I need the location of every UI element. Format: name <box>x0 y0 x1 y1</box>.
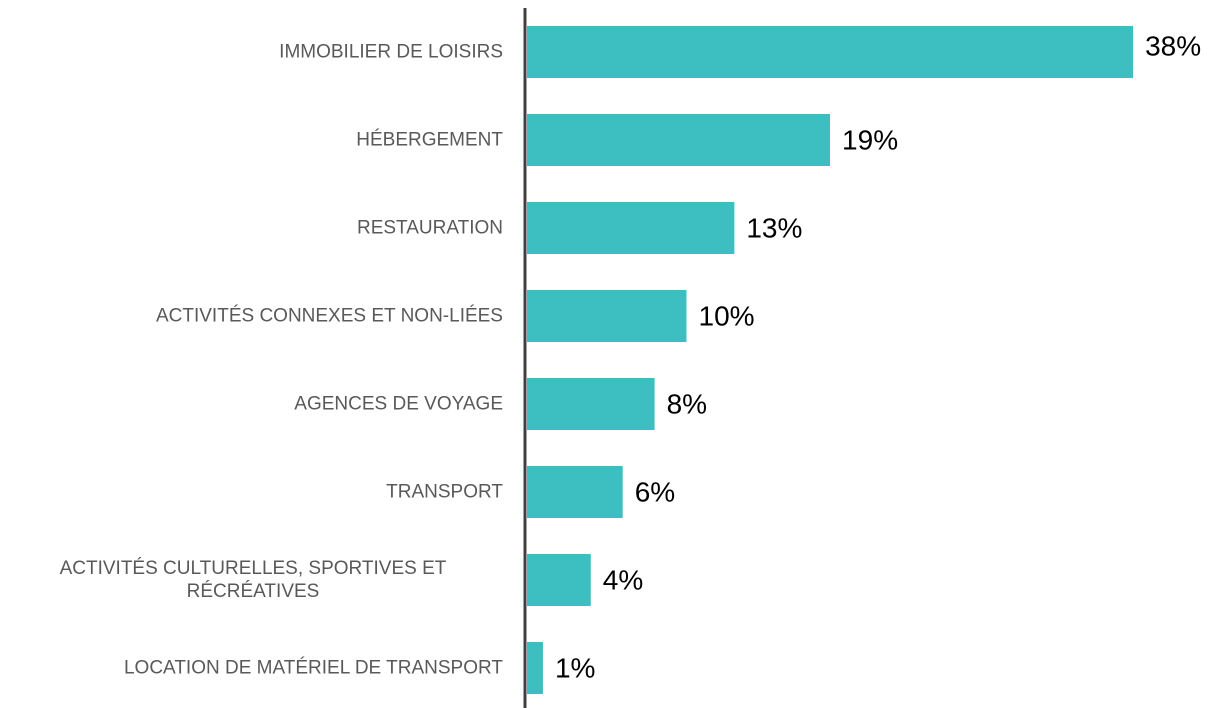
bar <box>527 202 735 254</box>
bar <box>527 378 655 430</box>
category-label: RESTAURATION <box>356 217 503 239</box>
category-label: HÉBERGEMENT <box>356 129 503 151</box>
bar <box>527 114 831 166</box>
bar <box>527 290 687 342</box>
value-label: 38% <box>1145 30 1201 61</box>
bar <box>527 554 591 606</box>
category-label: ACTIVITÉS CULTURELLES, SPORTIVES ET RÉCR… <box>59 558 447 602</box>
category-label: ACTIVITÉS CONNEXES ET NON-LIÉES <box>155 305 503 327</box>
value-label: 19% <box>842 124 898 155</box>
category-label: AGENCES DE VOYAGE <box>294 393 503 415</box>
value-label: 13% <box>746 212 802 243</box>
category-label: LOCATION DE MATÉRIEL DE TRANSPORT <box>123 657 503 679</box>
value-label: 4% <box>603 564 643 595</box>
bar <box>527 642 543 694</box>
value-label: 6% <box>635 476 675 507</box>
category-label: TRANSPORT <box>386 481 503 503</box>
value-label: 1% <box>555 652 595 683</box>
bar <box>527 466 623 518</box>
bar <box>527 26 1134 78</box>
value-label: 8% <box>667 388 707 419</box>
category-label: IMMOBILIER DE LOISIRS <box>279 41 503 63</box>
value-label: 10% <box>699 300 755 331</box>
